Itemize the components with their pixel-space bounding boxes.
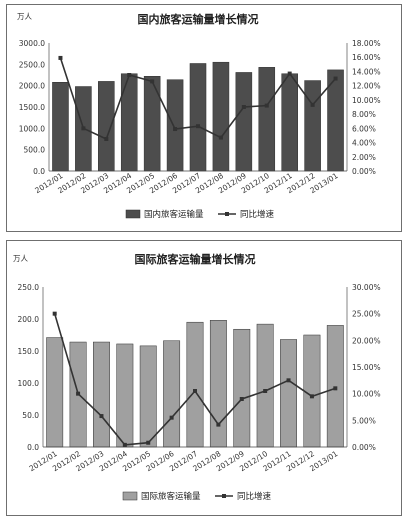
growth-rate-marker-2012-04 [127,73,132,77]
y-right-tick-label: 2.00% [352,153,376,162]
international-passenger-chart: 国际旅客运输量增长情况 万人 0.0 50.0 100.0 150.0 200.0 250.0… [13,252,381,502]
growth-rate-marker-2012-06 [169,415,174,420]
bar-2012-01 [52,82,69,172]
y-right-tick-label: 25.00% [352,310,381,319]
legend-label-bars: 国内旅客运输量 [144,209,204,220]
bar-2012-12 [303,334,321,448]
growth-rate-marker-2012-08 [216,422,221,427]
growth-rate-marker-2012-09 [239,397,244,401]
y-right-tick-label: 15.00% [352,363,381,372]
growth-rate-marker-2012-01 [58,55,63,60]
growth-rate-marker-2012-11 [287,71,292,76]
y-left-tick-label: 100.0 [18,379,40,388]
y-right-tick-label: 10.00% [352,96,381,105]
bar-2012-10 [256,323,274,448]
bar-2012-04 [116,343,134,448]
y-left-tick-label: 2500.0 [19,60,45,69]
growth-rate-marker-2013-01 [333,386,338,391]
y-right-tick-label: 16.00% [352,53,381,62]
bar-2012-08 [209,320,227,448]
y-left-tick-label: 0.0 [27,443,39,452]
y-left-tick-label: 3000.0 [19,39,45,48]
y-left-tick-label: 1500.0 [19,103,45,112]
bar-2012-01 [46,337,64,448]
international-chart-panel: 国际旅客运输量增长情况 万人 0.0 50.0 100.0 150.0 200.0 250.0… [6,240,402,516]
y-right-tick-label: 6.00% [352,124,376,133]
growth-rate-marker-2012-07 [196,124,200,129]
growth-rate-marker-2012-09 [241,105,246,109]
domestic-passenger-chart: 国内旅客运输量增长情况 万人 0.0 500.0 1000.0 1500.0 2000.0 2… [17,12,381,220]
domestic-chart-panel: 国内旅客运输量增长情况 万人 0.0 500.0 1000.0 1500.0 2000.0 2… [6,4,402,232]
growth-rate-marker-2012-12 [309,394,314,399]
growth-rate-marker-2012-07 [193,389,197,393]
y-axis-unit-label: 万人 [17,12,32,21]
growth-rate-marker-2012-03 [104,137,109,141]
y-right-tick-label: 20.00% [352,336,381,345]
bar-2012-03 [93,341,110,448]
growth-rate-marker-2013-01 [333,76,338,81]
growth-rate-marker-2012-03 [99,414,104,419]
growth-rate-marker-2012-10 [264,103,269,108]
bar-2012-03 [98,81,115,172]
bar-2012-05 [139,345,157,448]
growth-rate-marker-2012-11 [286,378,291,383]
y-axis-unit-label: 万人 [13,254,28,263]
bar-2012-10 [258,67,276,172]
legend-swatch-bars [122,491,138,501]
y-left-tick-label: 50.0 [22,411,39,420]
y-left-tick-label: 250.0 [18,283,40,292]
bar-2012-07 [186,321,204,448]
y-right-tick-label: 5.00% [352,416,376,425]
growth-rate-marker-2012-05 [146,440,151,445]
growth-rate-marker-2012-08 [218,135,223,140]
bar-2013-01 [326,325,344,448]
legend-label-bars: 国际旅客运输量 [141,491,201,502]
y-left-tick-label: 500.0 [24,146,46,155]
y-right-tick-label: 30.00% [352,283,381,292]
bar-2012-11 [280,339,297,448]
y-right-tick-label: 0.00% [352,167,376,176]
growth-rate-marker-2012-12 [310,102,315,107]
chart-title: 国际旅客运输量增长情况 [135,252,256,266]
bar-2012-12 [304,80,321,172]
growth-rate-marker-2012-06 [173,127,178,132]
bar-2012-09 [235,72,253,172]
growth-rate-marker-2012-02 [76,391,81,396]
y-left-tick-label: 0.0 [33,167,45,176]
growth-rate-marker-2012-10 [263,389,268,393]
growth-rate-marker-2012-02 [81,126,86,131]
bar-2012-11 [281,73,298,172]
bar-2012-09 [233,328,251,448]
bar-2012-05 [143,76,161,172]
y-right-tick-label: 4.00% [352,139,376,148]
bar-2012-08 [212,61,230,172]
legend-marker-line [225,212,229,216]
bar-2012-06 [166,79,184,172]
y-right-tick-label: 0.00% [352,443,376,452]
legend-label-line: 同比增速 [237,491,272,502]
y-right-tick-label: 12.00% [352,82,381,91]
growth-rate-marker-2012-04 [122,442,127,447]
y-right-tick-label: 10.00% [352,390,381,399]
y-right-tick-label: 8.00% [352,110,376,119]
legend-marker-line [222,494,226,498]
y-right-tick-label: 14.00% [352,67,381,76]
y-left-tick-label: 1000.0 [19,124,45,133]
growth-rate-marker-2012-05 [150,79,155,84]
y-left-tick-label: 150.0 [18,347,40,356]
legend-swatch-bars [125,209,141,219]
growth-rate-marker-2012-01 [52,311,57,316]
y-left-tick-label: 2000.0 [19,82,45,91]
bar-2012-06 [163,340,181,448]
legend-label-line: 同比增速 [240,209,275,220]
chart-title: 国内旅客运输量增长情况 [138,12,259,26]
y-right-tick-label: 18.00% [352,39,381,48]
y-left-tick-label: 200.0 [18,315,40,324]
bar-2012-07 [189,63,207,172]
